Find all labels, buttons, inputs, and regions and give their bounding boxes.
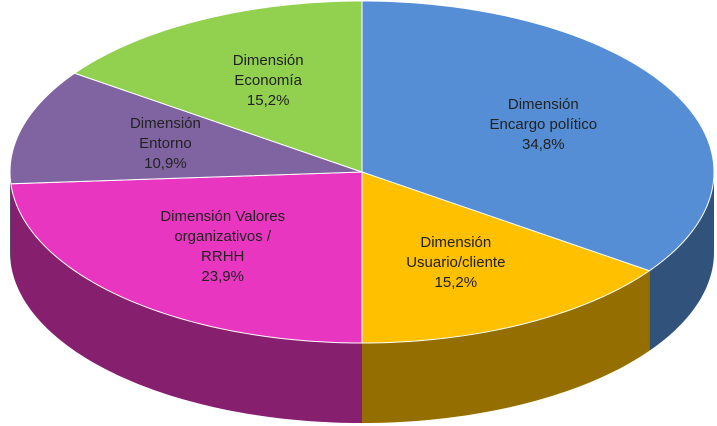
slice-label: Dimensión Encargo político 34,8% (480, 95, 606, 155)
category-label: Dimensión Economía (232, 51, 304, 89)
category-label: Dimensión Valores organizativos / RRHH (160, 208, 286, 265)
slice-side (10, 172, 11, 264)
value-label: 23,9% (201, 268, 244, 285)
value-label: 15,2% (246, 91, 290, 109)
slice-side (10, 183, 363, 423)
slice-label: Dimensión Usuario/cliente 15,2% (393, 233, 519, 293)
slice-side-shade (10, 183, 363, 423)
slice (361, 0, 715, 272)
slice-side-shade (10, 172, 11, 264)
value-label: 10,9% (144, 155, 187, 173)
value-label: 15,2% (434, 274, 478, 292)
slice (73, 0, 363, 173)
slice-side-shade (649, 172, 714, 351)
category-label: Dimensión Entorno (129, 115, 201, 153)
slice-label: Dimensión Entorno 10,9% (102, 114, 228, 174)
slice-label: Dimensión Economía 15,2% (205, 51, 331, 111)
slice-label: Dimensión Valores organizativos / RRHH 23… (160, 207, 286, 287)
category-label: Dimensión Usuario/cliente (406, 234, 506, 272)
slice-side (649, 172, 714, 351)
category-label: Dimensión Encargo político (489, 95, 598, 133)
slice-side (362, 270, 650, 423)
value-label: 34,8% (522, 135, 565, 153)
slice (9, 72, 363, 185)
slice (361, 171, 651, 344)
slice-side-shade (362, 270, 650, 423)
slice (10, 171, 363, 344)
